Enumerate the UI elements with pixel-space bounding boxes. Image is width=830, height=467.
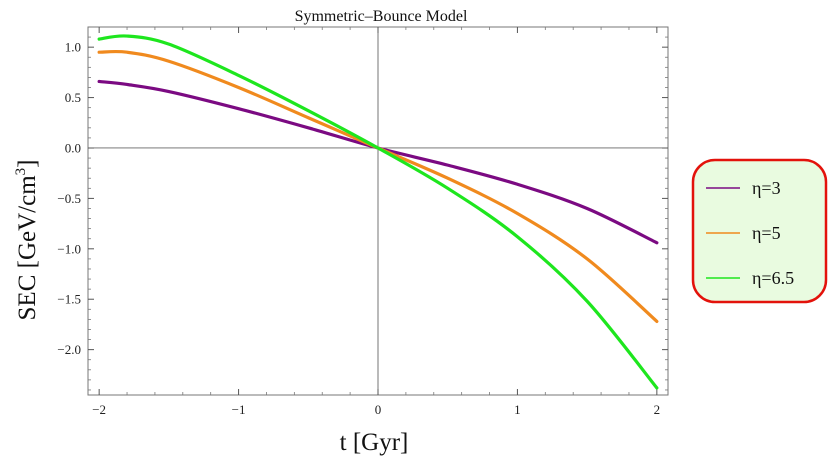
y-axis-label-end: ] [14,160,41,168]
legend-box [691,158,828,304]
y-axis-label: SEC [GeV/cm3] [13,160,41,321]
x-tick-label: −1 [232,402,246,417]
series-line-3 [97,34,659,390]
y-axis-label-main: SEC [GeV/cm [14,175,41,321]
legend-label-1: η=3 [752,178,781,198]
y-tick-label: 1.0 [65,40,81,55]
y-tick-label: 0.5 [65,90,81,105]
legend-label-3: η=6.5 [752,268,794,288]
y-tick-label: −2.0 [57,342,81,357]
series-line-1 [97,79,659,245]
y-tick-label: −0.5 [57,191,81,206]
chart-title: Symmetric–Bounce Model [295,8,468,25]
y-tick-label: −1.0 [57,241,81,256]
x-tick-label: 2 [654,402,661,417]
x-tick-label: −2 [92,402,106,417]
x-tick-label: 1 [514,402,521,417]
x-tick-label: 0 [375,402,382,417]
y-tick-label: 0.0 [65,140,81,155]
series-lines [97,34,659,390]
y-tick-label: −1.5 [57,292,81,307]
series-line-2 [97,49,659,323]
legend-label-2: η=5 [752,223,781,243]
legend: η=3 η=5 η=6.5 [691,158,828,304]
x-axis-label: t [Gyr] [340,429,409,456]
y-axis-label-sup: 3 [13,168,29,176]
axes: −2 −1 0 1 2 −2.0 −1.5 −1.0 −0.5 0.0 0.5 1.0 [57,26,669,417]
